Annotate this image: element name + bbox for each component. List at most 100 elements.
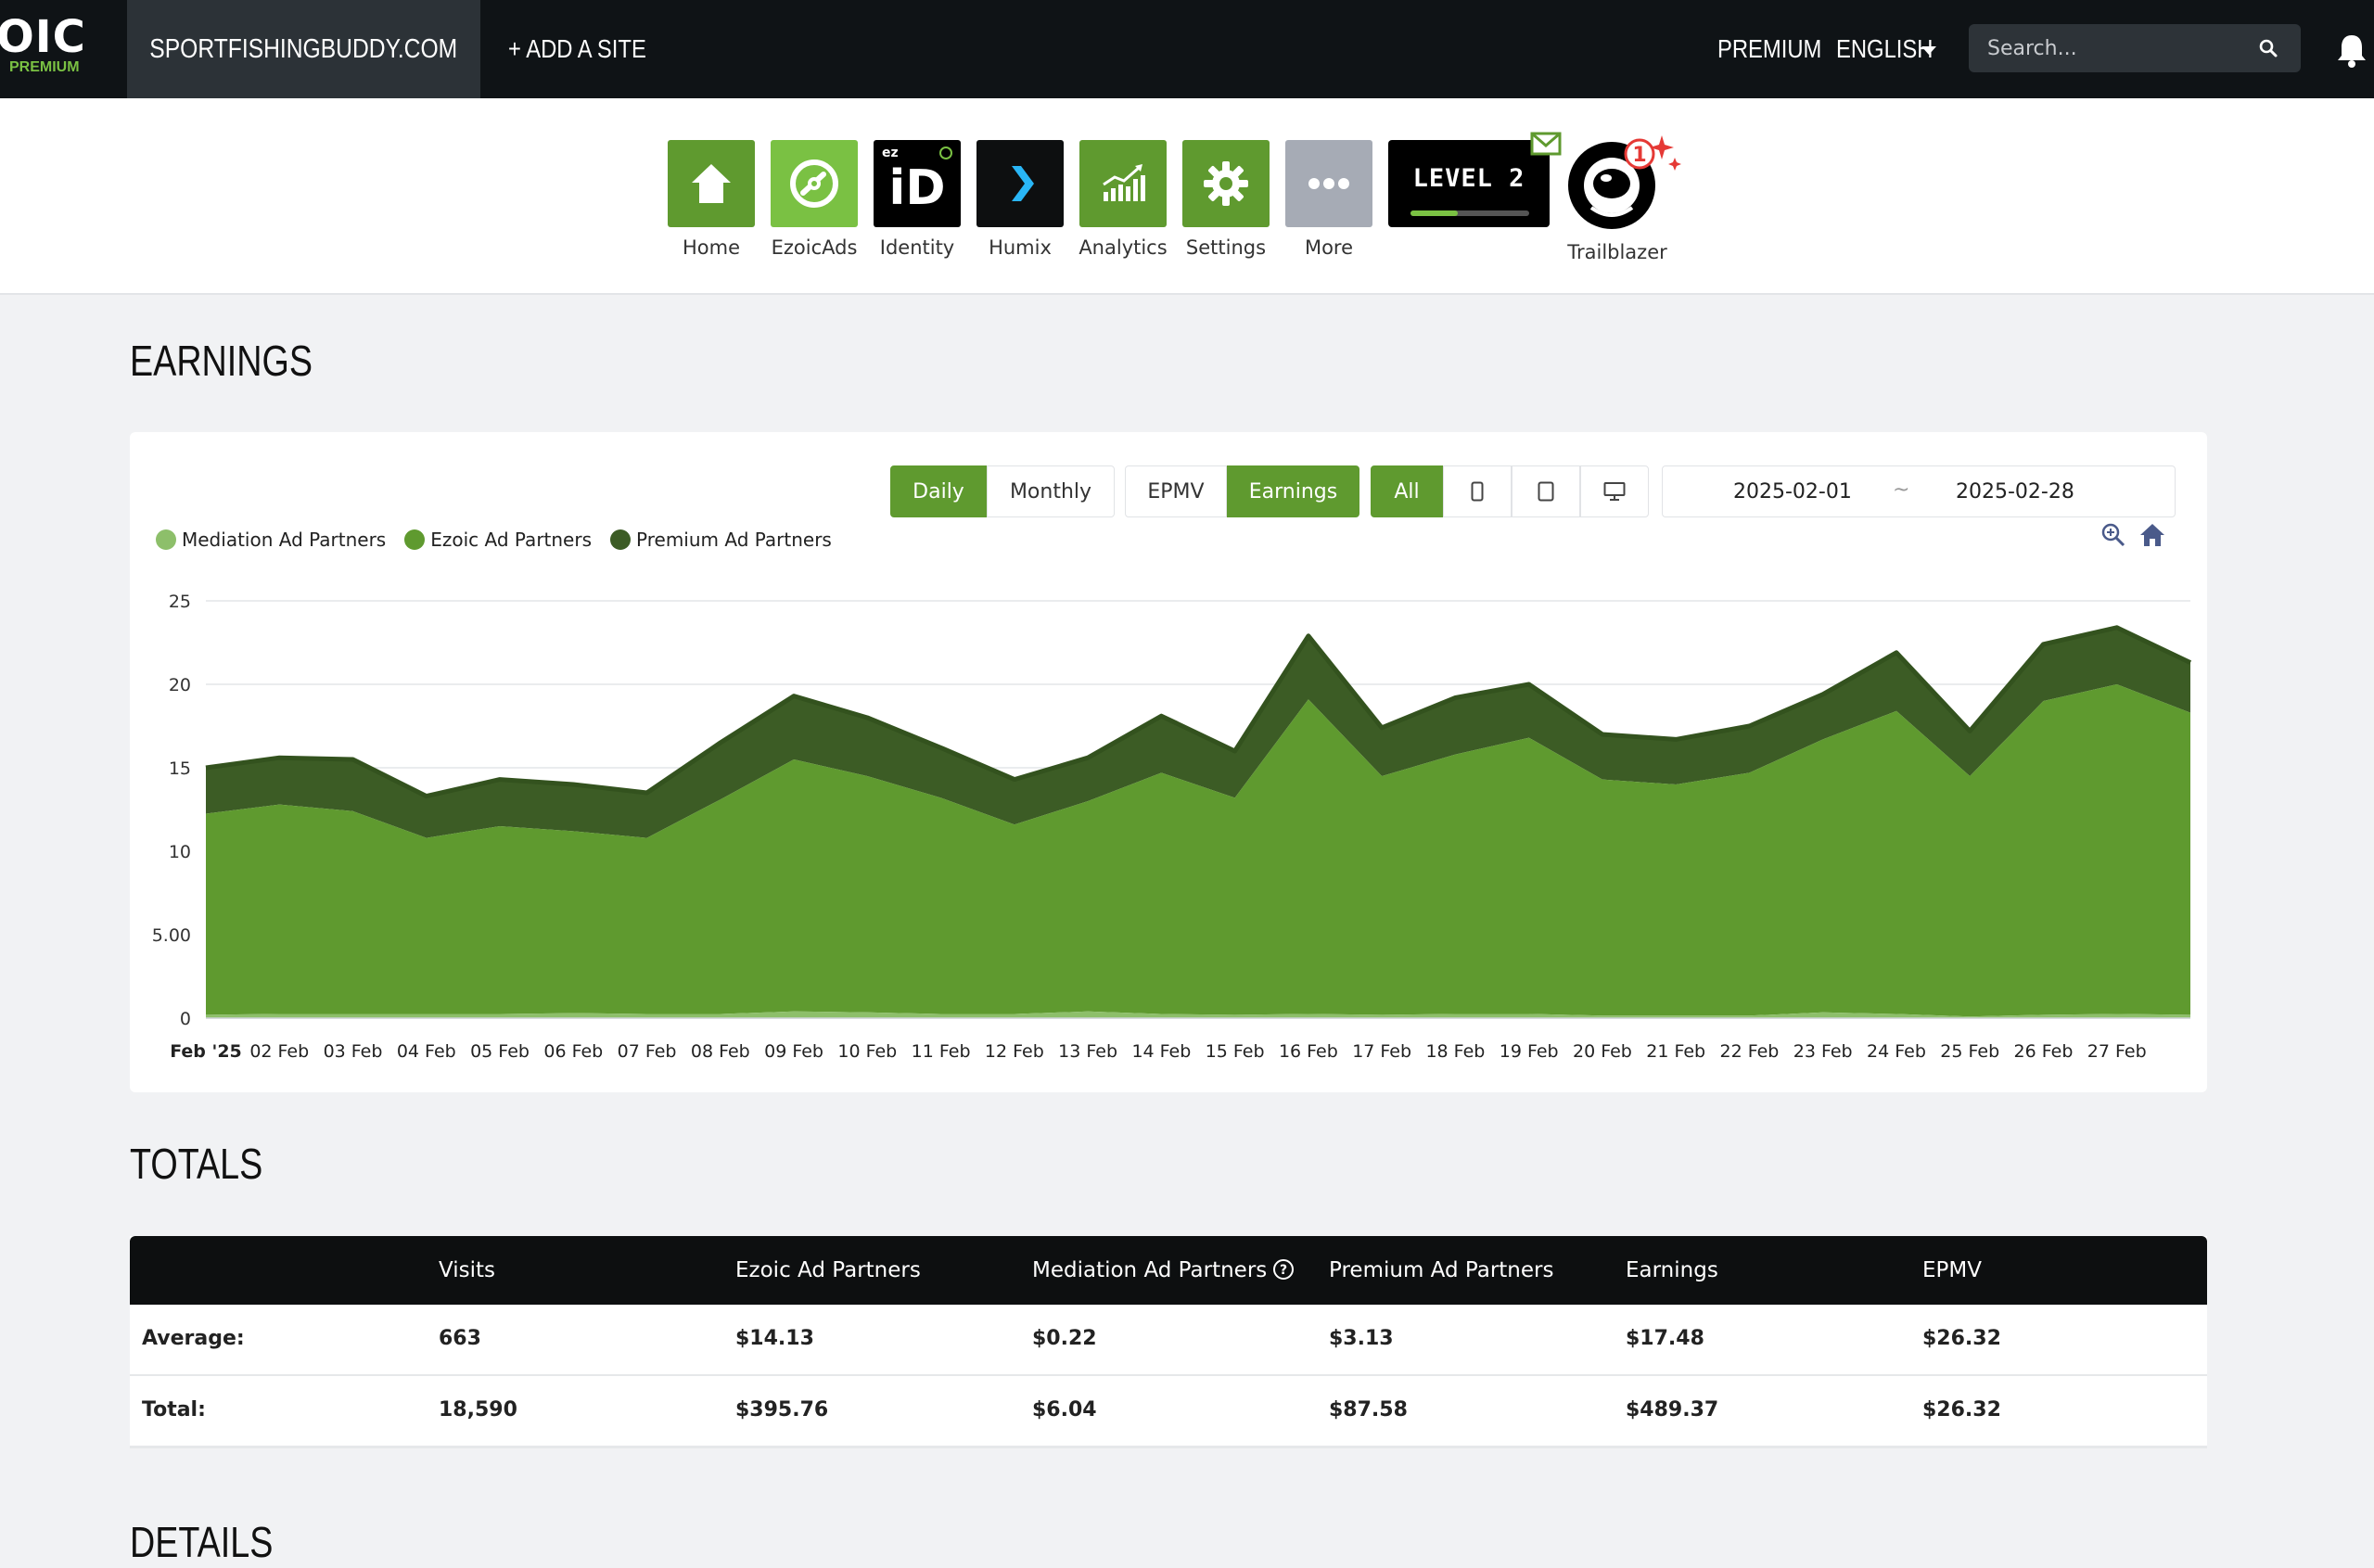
x-tick-label: 11 Feb: [912, 1041, 971, 1062]
y-tick-label: 15: [169, 759, 191, 779]
premium-link[interactable]: PREMIUM: [1717, 0, 1840, 98]
home-tile[interactable]: [668, 140, 755, 227]
y-tick-label: 25: [169, 592, 191, 612]
table-cell: $87.58: [1329, 1398, 1408, 1421]
x-tick-label: 24 Feb: [1867, 1041, 1926, 1062]
legend-item-mediation[interactable]: Mediation Ad Partners: [156, 529, 386, 551]
table-cell: Average:: [142, 1327, 245, 1350]
search-input[interactable]: [1969, 24, 2301, 72]
x-tick-label: Feb '25: [170, 1041, 242, 1062]
table-cell: $6.04: [1032, 1398, 1097, 1421]
x-tick-label: 09 Feb: [764, 1041, 823, 1062]
totals-table: Visits Ezoic Ad Partners Mediation Ad Pa…: [130, 1236, 2207, 1471]
search-icon[interactable]: [2257, 37, 2279, 59]
help-icon[interactable]: ?: [1272, 1258, 1295, 1281]
y-tick-label: 0: [180, 1009, 191, 1029]
legend-label: Mediation Ad Partners: [182, 529, 387, 551]
earnings-area-chart: 0 5.00 10 15 20 25 Feb '25 02 Feb 03 Feb 04 Feb 05…: [152, 592, 2192, 1062]
earnings-button[interactable]: Earnings: [1227, 465, 1359, 517]
x-tick-label: 05 Feb: [470, 1041, 530, 1062]
x-tick-label: 21 Feb: [1646, 1041, 1705, 1062]
date-range-picker[interactable]: 2025-02-01 ~ 2025-02-28: [1662, 465, 2176, 517]
x-tick-label: 14 Feb: [1131, 1041, 1191, 1062]
legend-item-premium[interactable]: Premium Ad Partners: [610, 529, 832, 551]
app-analytics[interactable]: Analytics: [1079, 140, 1168, 259]
x-tick-label: 04 Feb: [397, 1041, 456, 1062]
date-from[interactable]: 2025-02-01: [1733, 480, 1852, 504]
column-header: EPMV: [1922, 1258, 1982, 1282]
trailblazer-badge-count: 1: [1632, 144, 1646, 167]
table-footer: [130, 1447, 2207, 1471]
app-identity[interactable]: ez iD Identity: [874, 140, 961, 259]
app-label: EzoicAds: [771, 236, 858, 259]
tablet-button[interactable]: [1512, 465, 1580, 517]
level-badge[interactable]: LEVEL 2: [1388, 140, 1550, 227]
chevron-down-icon: [1921, 46, 1936, 55]
ezoic-logo[interactable]: OIC PREMIUM: [0, 0, 127, 98]
more-tile[interactable]: [1285, 140, 1372, 227]
bell-icon[interactable]: [2335, 32, 2368, 69]
site-selector[interactable]: SPORTFISHINGBUDDY.COM: [127, 0, 480, 98]
x-tick-label: 22 Feb: [1720, 1041, 1780, 1062]
date-to[interactable]: 2025-02-28: [1956, 480, 2074, 504]
mobile-button[interactable]: [1443, 465, 1512, 517]
x-tick-label: 15 Feb: [1206, 1041, 1265, 1062]
x-tick-label: 07 Feb: [618, 1041, 677, 1062]
identity-icon: iD: [888, 160, 946, 216]
app-settings[interactable]: Settings: [1182, 140, 1270, 259]
app-label: Humix: [989, 236, 1052, 259]
trailblazer-label: Trailblazer: [1567, 241, 1667, 263]
tablet-icon: [1538, 481, 1554, 502]
table-cell: $3.13: [1329, 1327, 1394, 1350]
humix-icon: [1012, 166, 1034, 201]
daily-button[interactable]: Daily: [890, 465, 987, 517]
table-cell: $14.13: [735, 1327, 814, 1350]
table-cell: $26.32: [1922, 1327, 2001, 1350]
table-cell: $395.76: [735, 1398, 829, 1421]
analytics-tile[interactable]: [1079, 140, 1167, 227]
app-ezoicads[interactable]: EzoicAds: [771, 140, 858, 259]
identity-tile[interactable]: ez iD: [874, 140, 961, 227]
y-tick-label: 10: [169, 842, 191, 862]
humix-tile[interactable]: [976, 140, 1064, 227]
details-title: DETAILS: [130, 1518, 274, 1566]
ezoicads-tile[interactable]: [771, 140, 858, 227]
area-premium: [206, 627, 2190, 838]
metric-toggle: EPMV Earnings: [1125, 465, 1359, 517]
x-tick-label: 17 Feb: [1352, 1041, 1411, 1062]
x-tick-label: 03 Feb: [324, 1041, 383, 1062]
column-header: Ezoic Ad Partners: [735, 1258, 921, 1282]
x-tick-label: 10 Feb: [837, 1041, 897, 1062]
logo-text: OIC: [0, 11, 86, 63]
table-cell: $17.48: [1626, 1327, 1704, 1350]
svg-text:?: ?: [1280, 1263, 1287, 1278]
y-tick-label: 5.00: [152, 925, 191, 946]
x-tick-label: 25 Feb: [1940, 1041, 1999, 1062]
language-dropdown[interactable]: ENGLISH: [1836, 0, 1950, 98]
desktop-button[interactable]: [1580, 465, 1649, 517]
monthly-button[interactable]: Monthly: [987, 465, 1115, 517]
astronaut-icon: 1: [1568, 135, 1681, 229]
table-cell: Total:: [142, 1398, 206, 1421]
trailblazer[interactable]: 1 Trailblazer: [1567, 134, 1681, 263]
settings-tile[interactable]: [1182, 140, 1270, 227]
top-navbar: OIC PREMIUM SPORTFISHINGBUDDY.COM + ADD …: [0, 0, 2374, 98]
add-site-link[interactable]: + ADD A SITE: [508, 0, 670, 98]
ezoicads-icon: [790, 159, 838, 208]
app-humix[interactable]: Humix: [976, 140, 1064, 259]
all-devices-button[interactable]: All: [1371, 465, 1443, 517]
table-cell: $0.22: [1032, 1327, 1097, 1350]
area-ezoic: [206, 684, 2190, 1017]
mail-icon[interactable]: [1530, 132, 1562, 156]
app-label: Identity: [879, 236, 955, 259]
app-home[interactable]: Home: [668, 140, 755, 259]
settings-icon: [1204, 161, 1248, 206]
app-more[interactable]: More: [1285, 140, 1372, 259]
premium-label: PREMIUM: [1717, 34, 1822, 63]
premium-series-line: [205, 625, 2192, 799]
zoom-icon[interactable]: [2100, 521, 2127, 549]
column-header: Earnings: [1626, 1258, 1718, 1282]
epmv-button[interactable]: EPMV: [1125, 465, 1227, 517]
legend-item-ezoic[interactable]: Ezoic Ad Partners: [404, 529, 592, 551]
reset-zoom-home-icon[interactable]: [2138, 521, 2166, 549]
